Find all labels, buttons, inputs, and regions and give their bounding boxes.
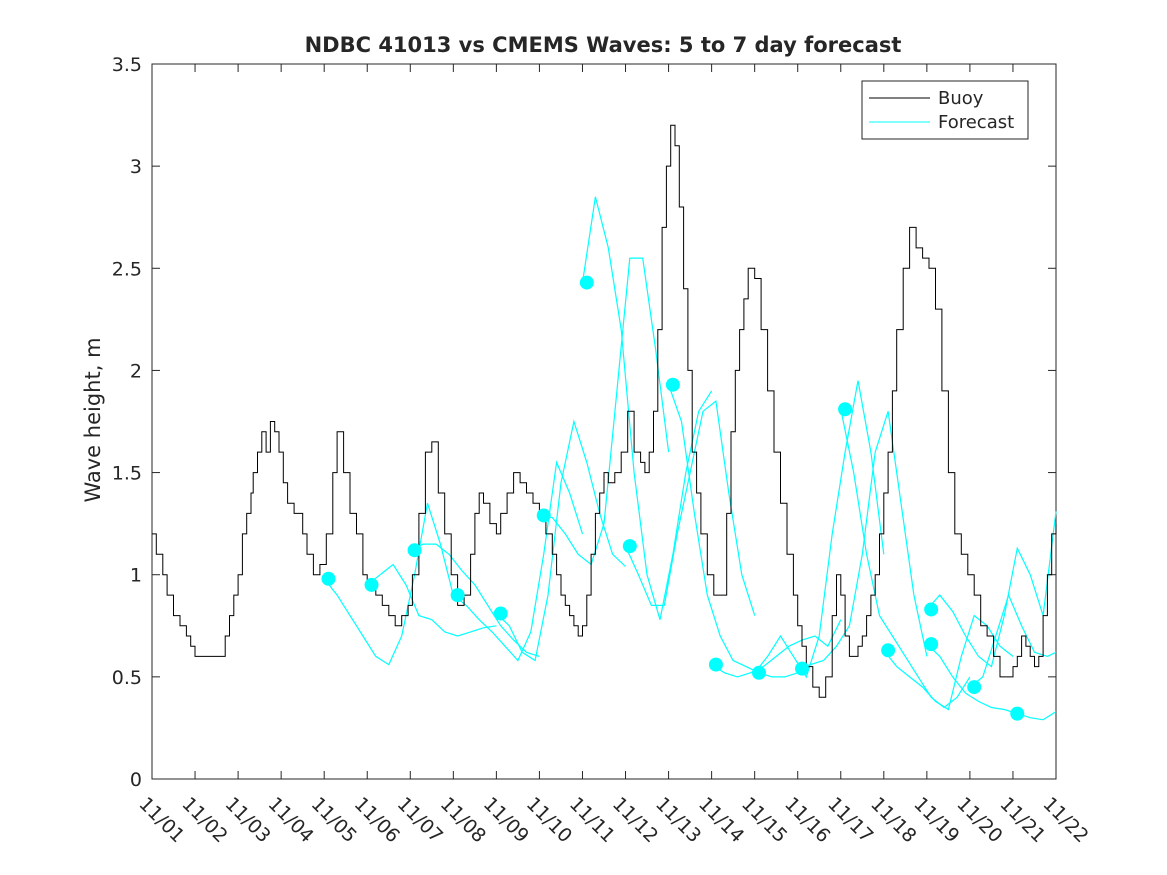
y-tick-label: 2.5	[112, 258, 142, 280]
forecast-marker	[665, 377, 680, 392]
forecast-marker	[967, 680, 982, 695]
forecast-marker	[407, 543, 422, 558]
forecast-marker	[795, 661, 810, 676]
forecast-marker	[321, 571, 336, 586]
forecast-marker	[536, 508, 551, 523]
y-tick-label: 1.5	[112, 463, 142, 485]
y-tick-label: 1	[130, 565, 142, 587]
forecast-line	[883, 614, 1014, 711]
forecast-marker	[1010, 706, 1025, 721]
forecast-marker	[708, 657, 723, 672]
forecast-marker	[622, 539, 637, 554]
forecast-line	[495, 419, 626, 662]
forecast-line	[754, 380, 885, 679]
forecast-line	[926, 511, 1057, 668]
forecast-marker	[450, 588, 465, 603]
forecast-marker	[364, 577, 379, 592]
y-tick-label: 2	[130, 360, 142, 382]
forecast-marker	[838, 402, 853, 417]
legend-box	[861, 80, 1029, 140]
plot-area: 00.511.522.533.511/0111/0211/0311/0411/0…	[112, 54, 1093, 847]
legend: Buoy Forecast	[861, 80, 1029, 140]
legend-forecast-label: Forecast	[938, 112, 1014, 133]
forecast-line	[711, 619, 842, 678]
forecast-marker	[579, 275, 594, 290]
y-tick-label: 0.5	[112, 667, 142, 689]
forecast-marker	[924, 602, 939, 617]
buoy-line	[152, 124, 1057, 698]
y-tick-label: 3	[130, 156, 142, 178]
forecast-marker	[493, 606, 508, 621]
y-axis-label: Wave height, m	[81, 337, 105, 502]
forecast-line	[366, 563, 497, 637]
forecast-line	[581, 196, 713, 620]
forecast-line	[323, 503, 454, 666]
forecast-marker	[751, 665, 766, 680]
forecast-line	[969, 593, 1057, 688]
forecast-line	[624, 399, 756, 616]
y-tick-label: 0	[130, 769, 142, 791]
axes-box	[151, 63, 1057, 780]
forecast-marker	[881, 643, 896, 658]
forecast-marker	[924, 637, 939, 652]
forecast-line	[840, 409, 971, 709]
y-tick-label: 3.5	[112, 54, 142, 76]
forecast-line	[668, 384, 798, 678]
forecast-line	[539, 257, 670, 566]
forecast-line	[926, 643, 1057, 721]
forecast-line	[797, 411, 928, 670]
forecast-line	[452, 460, 584, 662]
chart-title: NDBC 41013 vs CMEMS Waves: 5 to 7 day fo…	[305, 33, 902, 57]
legend-buoy-label: Buoy	[938, 88, 984, 109]
